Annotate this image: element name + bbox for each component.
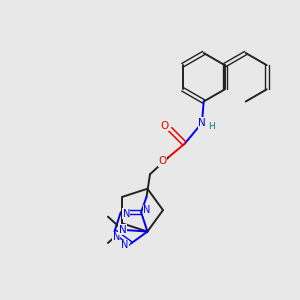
Text: O: O <box>158 156 166 166</box>
Text: O: O <box>160 121 169 131</box>
Text: N: N <box>143 206 151 215</box>
Text: N: N <box>118 225 126 235</box>
Text: N: N <box>198 118 206 128</box>
Text: N: N <box>122 240 129 250</box>
Text: H: H <box>208 122 215 131</box>
Text: N: N <box>123 209 130 219</box>
Text: N: N <box>112 232 120 242</box>
